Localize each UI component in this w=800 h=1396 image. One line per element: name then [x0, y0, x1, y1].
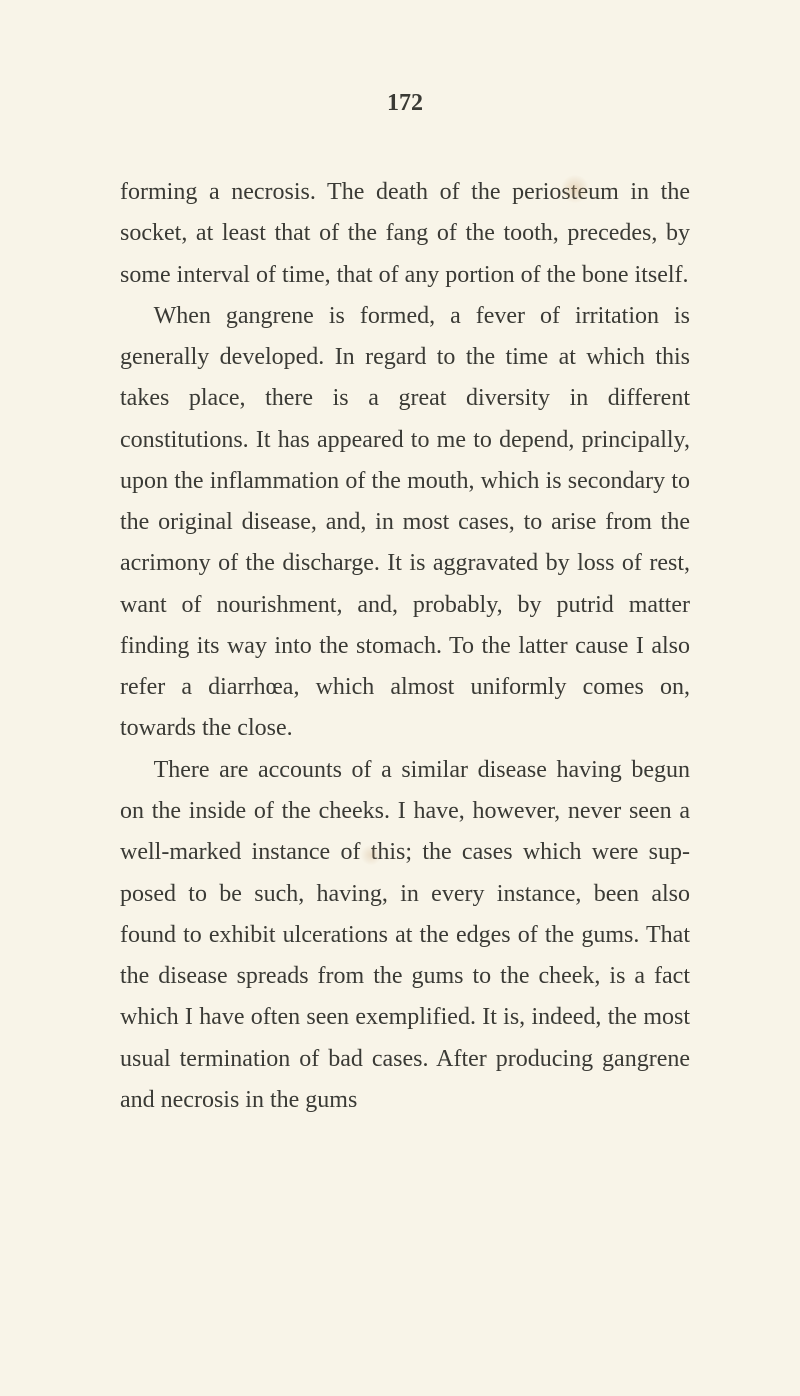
paragraph: When gangrene is formed, a fever of irri… — [120, 296, 690, 750]
paper-foxing-spot — [560, 175, 590, 203]
paragraph: There are accounts of a similar disease … — [120, 750, 690, 1121]
book-page: 172 forming a necrosis. The death of the… — [0, 0, 800, 1201]
paper-foxing-spot — [360, 845, 382, 865]
page-number: 172 — [120, 90, 690, 117]
body-text: forming a necrosis. The death of the per… — [120, 172, 690, 1121]
paragraph: forming a necrosis. The death of the per… — [120, 172, 690, 296]
